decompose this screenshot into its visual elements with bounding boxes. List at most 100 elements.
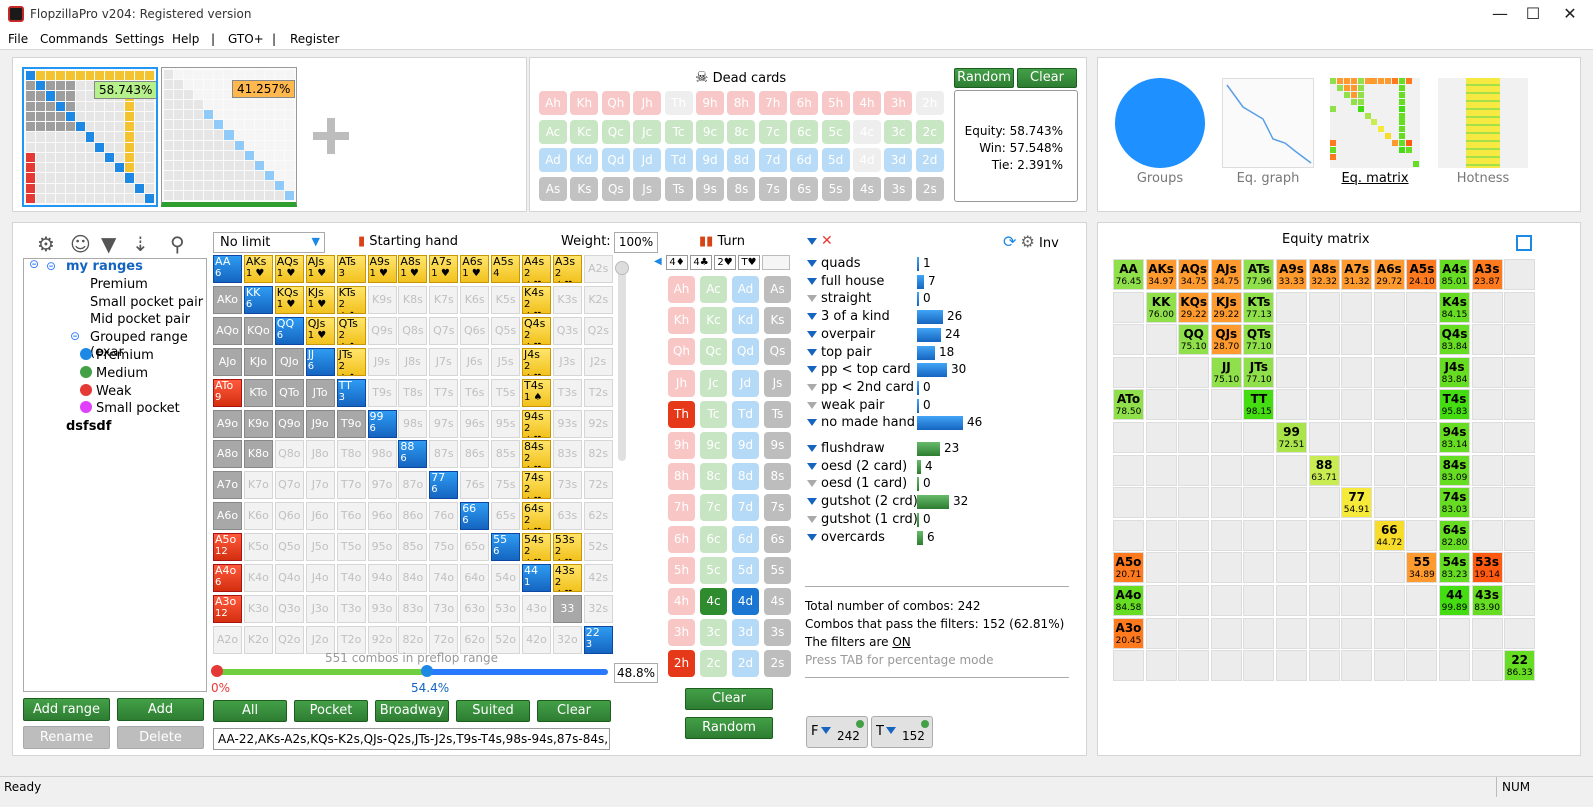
equity-cell-empty[interactable]	[1373, 552, 1405, 584]
dead-card-4d[interactable]: 4d	[853, 148, 881, 172]
turn-card-Qh[interactable]: Qh	[668, 338, 695, 366]
turn-card-7h[interactable]: 7h	[668, 494, 695, 522]
maximize-icon[interactable]: ☐	[1525, 4, 1541, 23]
equity-cell[interactable]: 53s 19.14	[1471, 552, 1503, 584]
equity-cell-empty[interactable]	[1145, 617, 1177, 649]
equity-cell-empty[interactable]	[1373, 324, 1405, 356]
dead-card-Jd[interactable]: Jd	[633, 148, 662, 172]
equity-cell[interactable]: 84s 83.09	[1439, 454, 1470, 486]
equity-cell[interactable]: QJs 28.70	[1210, 324, 1242, 356]
hand-cell[interactable]: 94o	[367, 564, 397, 592]
hand-cell[interactable]: 93o	[367, 594, 397, 623]
equity-cell-empty[interactable]	[1113, 454, 1144, 486]
hand-cell[interactable]: Q9s	[367, 316, 397, 345]
equity-cell[interactable]: T4s 95.83	[1439, 389, 1470, 421]
equity-cell-empty[interactable]	[1113, 291, 1144, 323]
turn-card-4c[interactable]: 4c	[700, 588, 727, 615]
hand-cell[interactable]: 54o	[491, 564, 521, 592]
stat-draws-label[interactable]: overcards	[807, 530, 885, 545]
hand-cell[interactable]: J9s	[367, 347, 397, 376]
dead-card-4s[interactable]: 4s	[853, 176, 881, 201]
menu-gto[interactable]: GTO+	[228, 32, 264, 46]
tree-item-grouped-range[interactable]: Grouped range (exar	[90, 330, 188, 360]
equity-cell-empty[interactable]	[1439, 617, 1470, 649]
hand-cell[interactable]: AA 6	[213, 255, 242, 283]
hand-cell[interactable]: Q7o	[274, 471, 304, 500]
turn-card-7c[interactable]: 7c	[700, 494, 727, 522]
view-eq-graph[interactable]: Eq. graph	[1236, 171, 1300, 186]
user-icon[interactable]: ☺	[70, 232, 91, 256]
equity-cell-empty[interactable]	[1178, 356, 1210, 388]
dead-card-5h[interactable]: 5h	[821, 91, 850, 115]
turn-card-Kh[interactable]: Kh	[668, 307, 695, 335]
hand-cell[interactable]: QJs 1 ♥	[305, 316, 335, 345]
hand-cell[interactable]: 82o	[398, 625, 428, 654]
hand-cell[interactable]: J3o	[305, 594, 335, 623]
equity-cell-empty[interactable]	[1373, 487, 1405, 519]
equity-cell-empty[interactable]	[1406, 519, 1438, 551]
hand-cell[interactable]: Q4o	[274, 564, 304, 592]
dead-card-3d[interactable]: 3d	[884, 148, 913, 172]
hand-cell[interactable]: 77 6	[429, 471, 459, 500]
equity-cell-empty[interactable]	[1341, 389, 1373, 421]
range-thumb-2[interactable]: 41.257%	[161, 67, 297, 207]
turn-card-Td[interactable]: Td	[732, 400, 759, 428]
equity-cell[interactable]: JJ 75.10	[1210, 356, 1242, 388]
turn-card-3c[interactable]: 3c	[700, 619, 727, 647]
equity-cell-empty[interactable]	[1178, 487, 1210, 519]
equity-cell-empty[interactable]	[1341, 356, 1373, 388]
tree-group-item[interactable]: Medium	[80, 365, 148, 381]
hand-cell[interactable]: J5s	[491, 347, 521, 376]
equity-cell[interactable]: 74s 83.03	[1439, 487, 1470, 519]
filter-suited-button[interactable]: Suited	[456, 700, 530, 722]
equity-cell[interactable]: ATo 78.50	[1113, 389, 1144, 421]
equity-cell[interactable]: A6s 29.72	[1373, 259, 1405, 290]
popout-icon[interactable]	[1516, 235, 1532, 251]
turn-card-3h[interactable]: 3h	[668, 619, 695, 647]
tree-group-item[interactable]: Small pocket	[80, 401, 180, 416]
equity-cell-empty[interactable]	[1373, 389, 1405, 421]
equity-cell[interactable]: A4o 84.58	[1113, 585, 1144, 616]
add-range-button[interactable]: Add range	[23, 698, 110, 721]
equity-cell-empty[interactable]	[1243, 552, 1275, 584]
limit-select[interactable]: No limit ▼	[213, 232, 325, 253]
dead-card-6d[interactable]: 6d	[790, 148, 819, 172]
equity-cell[interactable]: TT 98.15	[1243, 389, 1275, 421]
hand-cell[interactable]: 63o	[460, 594, 490, 623]
turn-card-4d[interactable]: 4d	[732, 588, 759, 615]
dead-card-3h[interactable]: 3h	[884, 91, 913, 115]
turn-card-5h[interactable]: 5h	[668, 556, 695, 584]
menu-settings[interactable]: Settings	[115, 32, 165, 46]
equity-cell-empty[interactable]	[1145, 454, 1177, 486]
hand-cell[interactable]: T5o	[336, 533, 366, 562]
dead-card-4h[interactable]: 4h	[853, 91, 881, 115]
range-thumb-1[interactable]: 58.743%	[22, 67, 158, 207]
equity-cell-empty[interactable]	[1145, 422, 1177, 453]
dead-card-8h[interactable]: 8h	[727, 91, 756, 115]
hand-cell[interactable]: A9o	[213, 409, 242, 438]
hand-cell[interactable]: K2o	[243, 625, 273, 654]
equity-cell-empty[interactable]	[1308, 356, 1340, 388]
hand-cell[interactable]: J8o	[305, 440, 335, 469]
hand-cell[interactable]: 76o	[429, 502, 459, 531]
hand-cell[interactable]: J7s	[429, 347, 459, 376]
equity-cell-empty[interactable]	[1308, 291, 1340, 323]
hand-cell[interactable]: Q6o	[274, 502, 304, 531]
view-eq-matrix[interactable]: Eq. matrix	[1341, 171, 1409, 186]
dead-card-Ad[interactable]: Ad	[539, 148, 567, 172]
filter-add-icon[interactable]: ▼	[101, 232, 117, 256]
turn-card-9c[interactable]: 9c	[700, 432, 727, 459]
hand-cell[interactable]: 98o	[367, 440, 397, 469]
dead-card-2d[interactable]: 2d	[915, 148, 944, 172]
eq-graph-icon[interactable]	[1222, 78, 1314, 168]
dead-card-Qs[interactable]: Qs	[601, 176, 630, 201]
hand-cell[interactable]: 86s	[460, 440, 490, 469]
turn-card-As[interactable]: As	[764, 276, 791, 303]
hand-cell[interactable]: JJ 6	[305, 347, 335, 376]
equity-cell-empty[interactable]	[1113, 324, 1144, 356]
hand-cell[interactable]: 72s	[583, 471, 613, 500]
equity-cell[interactable]: QQ 75.10	[1178, 324, 1210, 356]
hand-cell[interactable]: A9s 1 ♥	[367, 255, 397, 283]
equity-cell-empty[interactable]	[1308, 422, 1340, 453]
hand-cell[interactable]: 76s	[460, 471, 490, 500]
